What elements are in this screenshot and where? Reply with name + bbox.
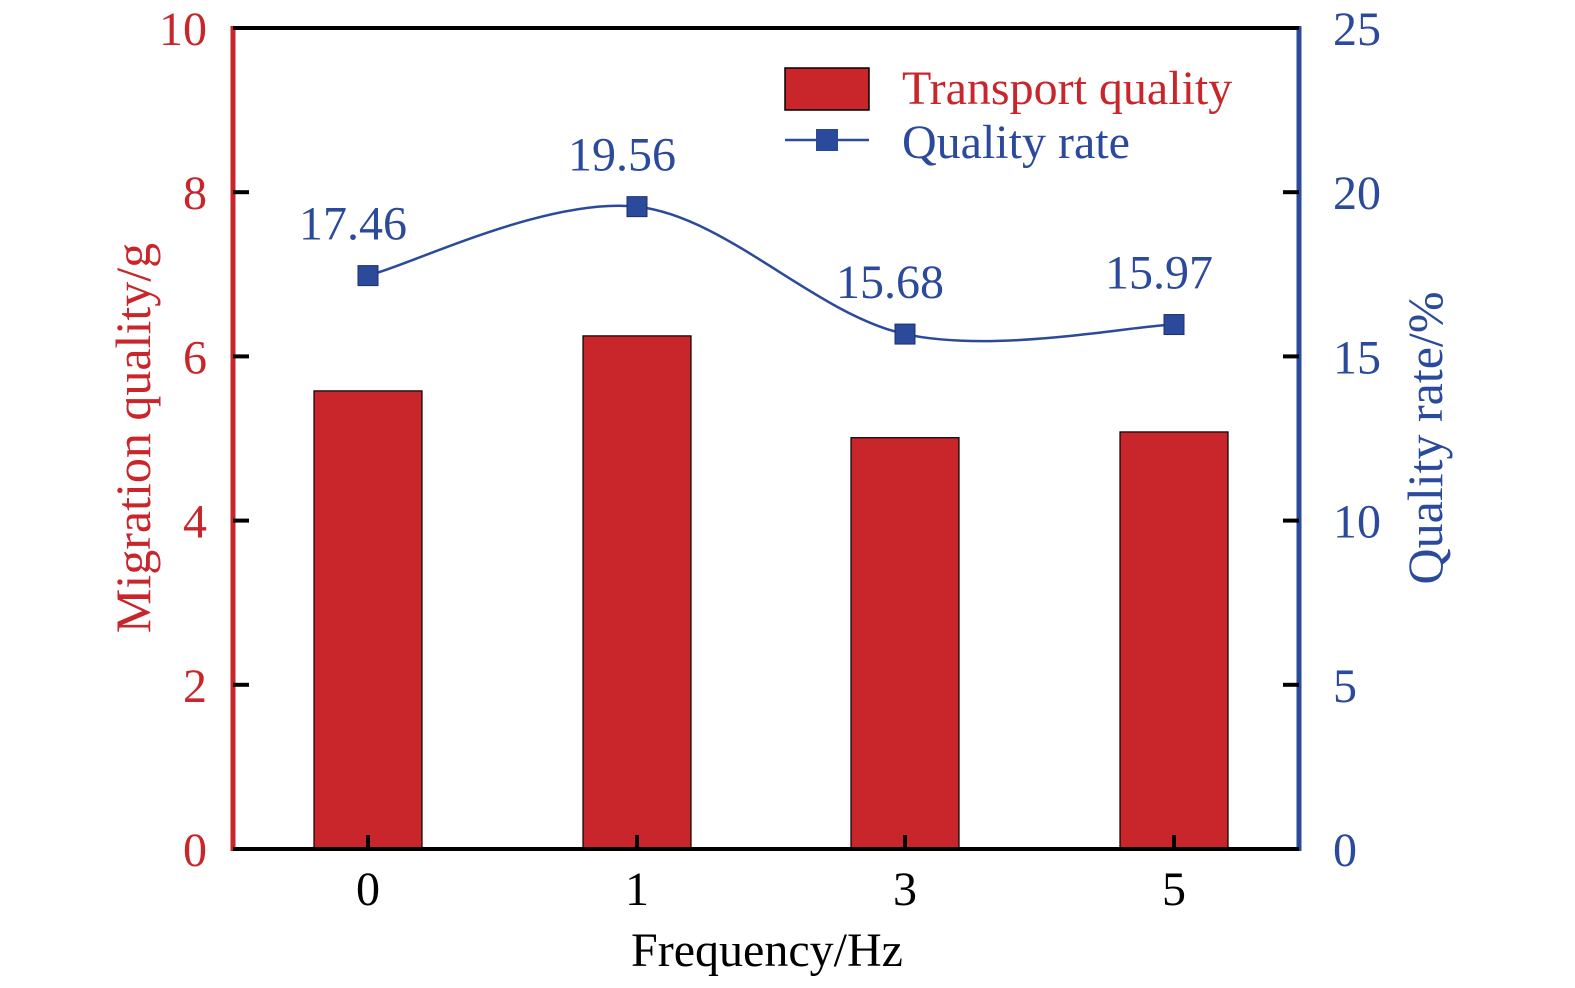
x-tick-label-0: 0: [356, 863, 380, 916]
bar-5: [1119, 431, 1229, 850]
y-left-tick-label-4: 4: [183, 496, 207, 549]
y-axis-right-label: Quality rate/%: [1397, 292, 1453, 585]
x-tick-label-1: 1: [625, 863, 649, 916]
quality-rate-line: [367, 204, 1175, 343]
y-axis-left-label: Migration quality/g: [105, 243, 161, 633]
legend-swatch-transport-quality: [784, 67, 870, 111]
quality-rate-marker-5: [1163, 314, 1185, 336]
y-right-tick-label-0: 0: [1333, 824, 1357, 877]
y-right-tick-label-20: 20: [1333, 167, 1381, 220]
bar-1: [582, 335, 692, 850]
data-label-3: 15.68: [836, 256, 944, 309]
data-label-0: 17.46: [299, 198, 407, 251]
legend-marker-quality-rate: [816, 129, 838, 151]
x-tick-label-3: 3: [893, 863, 917, 916]
y-right-tick-label-15: 15: [1333, 331, 1381, 384]
legend-label-quality-rate: Quality rate: [902, 116, 1130, 169]
y-left-tick-label-8: 8: [183, 167, 207, 220]
data-label-1: 19.56: [568, 129, 676, 182]
x-axis-label: Frequency/Hz: [631, 924, 903, 977]
y-right-tick-label-10: 10: [1333, 496, 1381, 549]
bar-0: [313, 390, 423, 850]
quality-rate-marker-3: [894, 323, 916, 345]
y-left-tick-label-10: 10: [159, 3, 207, 56]
y-left-tick-label-2: 2: [183, 660, 207, 713]
x-tick-label-5: 5: [1162, 863, 1186, 916]
y-right-tick-label-25: 25: [1333, 3, 1381, 56]
y-left-tick-label-0: 0: [183, 824, 207, 877]
y-left-tick-label-6: 6: [183, 331, 207, 384]
line-series: 17.46 19.56 15.68 15.97: [299, 129, 1213, 345]
bar-series: [313, 335, 1229, 850]
bar-3: [850, 437, 960, 850]
axes: 0 1 3 5 0 2 4 6 8 10 0 5 10 15 20 25: [159, 3, 1381, 916]
quality-rate-marker-0: [357, 265, 379, 287]
y-right-tick-label-5: 5: [1333, 660, 1357, 713]
data-label-5: 15.97: [1105, 247, 1213, 300]
legend-label-transport-quality: Transport quality: [902, 62, 1232, 115]
quality-rate-marker-1: [626, 196, 648, 218]
